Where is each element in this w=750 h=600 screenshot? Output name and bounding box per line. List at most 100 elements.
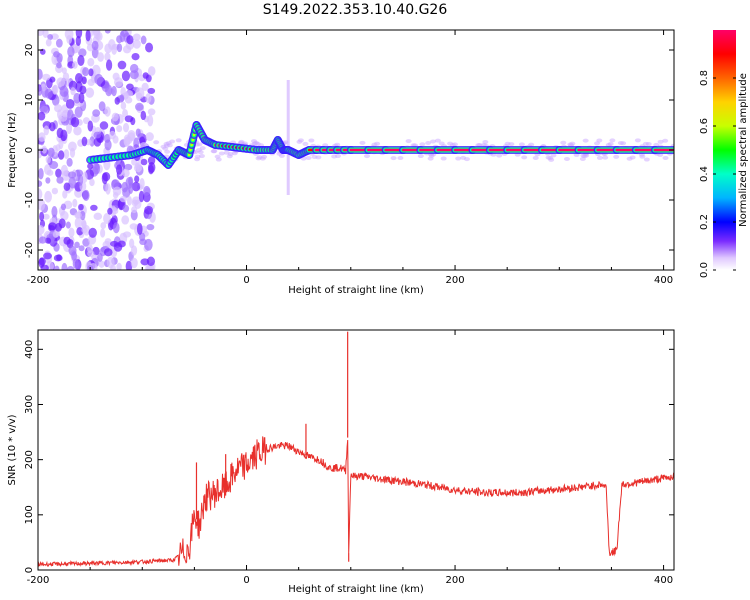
spectrogram-haze	[460, 155, 467, 160]
spectrogram-noise-blob	[43, 252, 52, 260]
spectrogram-noise-blob	[68, 176, 77, 189]
spectrogram-noise-blob	[115, 164, 123, 175]
spectrogram-noise-blob	[44, 190, 52, 203]
spectrogram-noise-blob	[87, 57, 95, 67]
spectrogram-noise-blob	[49, 121, 56, 132]
spectrogram-noise-blob	[55, 38, 63, 48]
snr-ytick-label: 300	[24, 395, 35, 414]
spectrogram-haze	[199, 146, 206, 151]
spectrogram-haze	[417, 154, 424, 159]
spectrogram-noise-blob	[38, 68, 43, 80]
spectrogram-noise-blob	[47, 34, 54, 41]
spectrogram-noise-blob	[133, 137, 140, 150]
spectrogram-noise-blob	[54, 265, 60, 270]
spectrogram-noise-blob	[121, 70, 131, 82]
spectrogram-noise-blob	[38, 85, 43, 96]
spectrogram-haze	[390, 156, 397, 161]
spectrogram-noise-blob	[148, 164, 154, 175]
spectrogram-panel: -200 0 200 400 -20 -10 0 10 20 Height of straigh…	[7, 29, 675, 296]
spectrogram-noise-blob	[135, 87, 145, 100]
spectrogram-haze	[508, 142, 515, 147]
spectrogram-noise-blob	[130, 245, 138, 256]
spectrogram-ylabel: Frequency (Hz)	[7, 112, 18, 188]
spectrogram-haze	[419, 142, 426, 147]
spectrogram-noise-blob	[124, 163, 133, 171]
spectrogram-haze	[305, 155, 312, 160]
spectrogram-xtick-label: 400	[654, 275, 673, 286]
spectrogram-noise-blob	[104, 106, 111, 117]
spectrogram-haze	[334, 154, 341, 159]
spectrogram-noise-blob	[113, 242, 123, 252]
spectrogram-noise-blob	[146, 223, 155, 231]
spectrogram-noise-blob	[78, 245, 85, 252]
spectrogram-noise-blob	[58, 114, 68, 122]
spectrogram-noise-blob	[129, 70, 139, 80]
spectrogram-haze	[582, 138, 589, 143]
spectrogram-noise-blob	[111, 85, 117, 97]
spectrogram-noise-blob	[147, 108, 156, 116]
snr-xlabel: Height of straight line (km)	[288, 584, 424, 595]
spectrogram-noise-blob	[56, 176, 64, 184]
spectrogram-noise-blob	[52, 85, 58, 95]
spectrogram-haze	[175, 138, 182, 143]
spectrogram-noise-blob	[125, 260, 133, 270]
spectrogram-noise-blob	[44, 88, 53, 99]
spectrogram-noise-blob	[144, 238, 153, 251]
spectrogram-noise-blob	[94, 73, 104, 85]
spectrogram-noise-blob	[114, 96, 120, 105]
spectrogram-noise-blob	[98, 260, 105, 268]
spectrogram-noise-blob	[104, 43, 112, 54]
spectrogram-noise-blob	[126, 83, 134, 91]
spectrogram-noise-blob	[87, 163, 94, 170]
spectrogram-haze	[334, 142, 341, 147]
spectrogram-noise-blob	[122, 108, 128, 118]
spectrogram-noise-blob	[110, 207, 119, 215]
snr-xtick-label: 400	[654, 575, 673, 586]
spectrogram-noise-blob	[140, 35, 147, 45]
spectrogram-noise-blob	[104, 139, 112, 151]
spectrogram-haze	[447, 141, 454, 146]
spectrogram-ytick-label: 0	[24, 147, 35, 153]
spectrogram-noise-blob	[97, 52, 105, 62]
spectrogram-noise-blob	[105, 59, 113, 71]
spectrogram-noise-blob	[103, 213, 111, 225]
spectrogram-haze	[455, 156, 462, 161]
spectrogram-noise-blob	[111, 179, 120, 188]
colorbar-gradient	[713, 30, 736, 270]
spectrogram-noise-blob	[66, 122, 73, 134]
spectrogram-noise-blob	[53, 51, 60, 58]
snr-panel: -200 0 200 400 0 100 200 300 400 Height of strai…	[7, 329, 675, 595]
spectrogram-noise-blob	[61, 262, 68, 270]
spectrogram-ticks: -200 0 200 400 -20 -10 0 10 20	[24, 30, 674, 286]
snr-ytick-label: 0	[24, 567, 35, 573]
spectrogram-haze	[210, 149, 217, 154]
spectrogram-haze	[427, 156, 434, 161]
snr-ticks: -200 0 200 400 0 100 200 300 400	[24, 330, 674, 586]
spectrogram-noise-blob	[85, 30, 91, 42]
spectrogram-noise-blob	[42, 213, 50, 220]
spectrogram-noise-blob	[116, 43, 123, 53]
spectrogram-haze	[653, 142, 660, 147]
spectrogram-noise-blob	[60, 203, 67, 211]
spectrogram-noise-blob	[87, 250, 95, 257]
spectrogram-noise-blob	[105, 84, 113, 97]
spectrogram-noise-blob	[56, 254, 62, 261]
spectrogram-noise-blob	[62, 72, 70, 82]
spectrogram-noise-blob	[72, 61, 78, 69]
spectrogram-noise-blob	[66, 266, 75, 270]
spectrogram-noise-blob	[38, 132, 46, 142]
spectrogram-haze	[214, 154, 221, 159]
spectrogram-haze	[548, 157, 555, 162]
spectrogram-noise-blob	[104, 52, 111, 61]
spectrogram-noise-blob	[73, 126, 82, 136]
spectrogram-noise-blob	[45, 155, 51, 164]
spectrogram-noise-blob	[147, 66, 156, 76]
spectrogram-noise-blob	[39, 211, 45, 222]
figure-title: S149.2022.353.10.40.G26	[263, 2, 448, 18]
spectrogram-noise-blob	[112, 222, 120, 234]
spectrogram-noise-blob	[79, 210, 86, 221]
spectrogram-haze	[602, 155, 609, 160]
spectrogram-noise-blob	[74, 241, 80, 249]
spectrogram-haze	[196, 142, 203, 147]
spectrogram-noise-blob	[93, 212, 103, 221]
